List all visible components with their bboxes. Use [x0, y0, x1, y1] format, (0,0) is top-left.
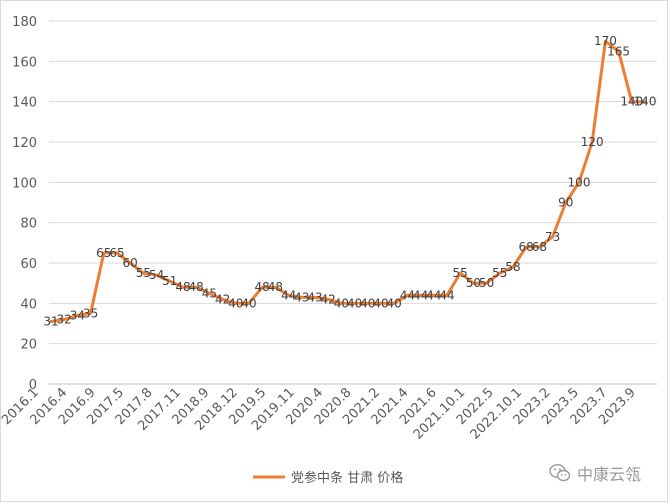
data-label: 45 [202, 286, 217, 300]
data-label: 40 [347, 296, 362, 310]
data-label: 32 [57, 313, 72, 327]
data-label: 40 [360, 296, 375, 310]
legend-label: 党参中条 甘肃 价格 [291, 470, 403, 486]
data-label: 44 [413, 288, 428, 302]
watermark: 中康云瓴 [549, 461, 641, 485]
data-label: 48 [175, 280, 190, 294]
data-label: 42 [215, 292, 230, 306]
y-tick-label: 40 [20, 297, 37, 312]
y-tick-label: 180 [12, 15, 37, 30]
data-label: 100 [568, 175, 591, 189]
data-label: 55 [453, 266, 468, 280]
data-label: 51 [162, 274, 177, 288]
data-label: 48 [189, 280, 204, 294]
data-label: 58 [505, 260, 520, 274]
data-label: 120 [581, 135, 604, 149]
grid-lines [49, 20, 657, 385]
data-labels: 3132343565656055545148484542404048484443… [43, 34, 656, 328]
data-label: 50 [479, 276, 494, 290]
data-label: 44 [281, 288, 296, 302]
data-label: 65 [109, 246, 124, 260]
data-label: 31 [43, 315, 58, 329]
y-axis-ticks: 0 20 40 60 80 100 120 140 160 180 [12, 15, 37, 393]
data-label: 48 [255, 280, 270, 294]
data-label: 55 [136, 266, 151, 280]
data-label: 40 [373, 296, 388, 310]
data-label: 140 [620, 95, 643, 109]
data-label: 165 [607, 44, 630, 58]
y-tick-label: 120 [12, 136, 37, 151]
data-label: 44 [426, 288, 441, 302]
series-line [49, 39, 647, 323]
data-label: 140 [634, 95, 657, 109]
y-tick-label: 0 [29, 378, 37, 393]
data-label: 40 [387, 296, 402, 310]
data-label: 50 [466, 276, 481, 290]
data-label: 55 [492, 266, 507, 280]
data-label: 34 [70, 308, 85, 322]
data-label: 42 [321, 292, 336, 306]
data-label: 40 [241, 296, 256, 310]
y-tick-label: 140 [12, 96, 37, 111]
x-axis-ticks: 2016.12016.42016.92017.52017.82017.11201… [1, 385, 639, 442]
legend: 党参中条 甘肃 价格 [253, 470, 403, 486]
y-tick-label: 80 [20, 217, 37, 232]
data-label: 43 [307, 290, 322, 304]
wechat-icon [549, 463, 571, 482]
y-tick-label: 160 [12, 55, 37, 70]
data-label: 68 [532, 240, 547, 254]
data-label: 40 [228, 296, 243, 310]
data-label: 48 [268, 280, 283, 294]
data-label: 54 [149, 268, 164, 282]
y-tick-label: 100 [12, 176, 37, 191]
data-label: 68 [519, 240, 534, 254]
data-label: 40 [334, 296, 349, 310]
data-label: 60 [123, 256, 138, 270]
data-label: 44 [439, 288, 454, 302]
data-label: 35 [83, 306, 98, 320]
data-label: 73 [545, 230, 560, 244]
y-tick-label: 20 [20, 338, 37, 353]
data-label: 170 [594, 34, 617, 48]
watermark-text: 中康云瓴 [577, 465, 642, 484]
data-label: 90 [558, 196, 573, 210]
data-label: 44 [400, 288, 415, 302]
data-label: 65 [96, 246, 111, 260]
data-label: 43 [294, 290, 309, 304]
y-tick-label: 60 [20, 257, 37, 272]
